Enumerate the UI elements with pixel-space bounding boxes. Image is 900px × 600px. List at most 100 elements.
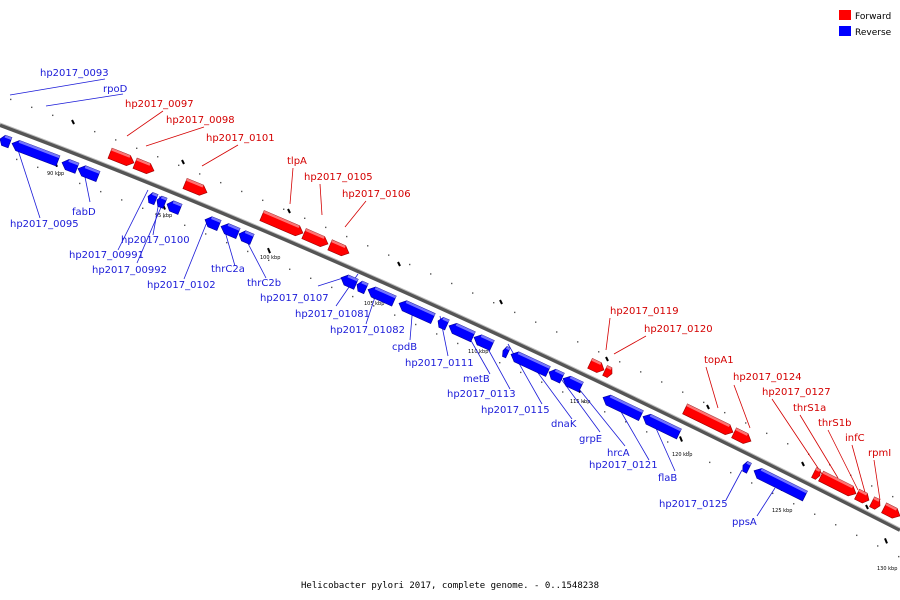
minor-tick-dot	[667, 441, 669, 443]
gene-body	[869, 496, 881, 510]
minor-tick-dot	[751, 482, 753, 484]
minor-tick-dot	[430, 273, 432, 275]
minor-tick-dot	[184, 224, 186, 227]
minor-tick-dot	[241, 190, 243, 193]
label-connector	[733, 384, 751, 429]
minor-tick-dot	[640, 371, 642, 373]
gene-label: hp2017_0111	[405, 358, 474, 369]
gene-label: topA1	[704, 355, 734, 366]
gene-shine	[858, 489, 868, 496]
reverse-gene-arrow	[356, 280, 369, 295]
gene-body	[340, 274, 359, 290]
gene-body	[587, 357, 605, 373]
reverse-gene-arrow	[340, 274, 359, 290]
gene-label: dnaK	[551, 419, 577, 430]
gene-body	[818, 470, 857, 497]
gene-body	[204, 216, 222, 232]
forward-gene-arrow	[869, 496, 881, 510]
minor-tick-dot	[604, 411, 606, 413]
genome-backbone-highlight	[0, 122, 900, 529]
label-connector	[705, 366, 719, 409]
forward-gene-arrow	[818, 470, 857, 497]
forward-gene-arrow	[107, 147, 135, 166]
minor-tick-dot	[310, 277, 312, 279]
minor-tick-dot	[892, 495, 894, 498]
gene-label: hp2017_0097	[125, 99, 194, 110]
minor-tick-dot	[793, 503, 795, 505]
gene-shine	[885, 502, 898, 511]
gene-shine	[735, 427, 749, 436]
minor-tick-dot	[766, 432, 768, 435]
minor-tick-dot	[16, 158, 18, 161]
gene-label: hp2017_0095	[10, 219, 79, 230]
gene-label: thrS1b	[818, 418, 851, 429]
reverse-gene-arrow	[502, 346, 511, 359]
label-connector	[827, 429, 859, 491]
minor-tick-dot	[415, 323, 417, 326]
gene-body	[220, 223, 241, 239]
reverse-gene-arrow	[77, 165, 101, 183]
label-connector	[126, 110, 164, 137]
reverse-gene-arrow	[11, 140, 61, 167]
label-connector	[605, 317, 611, 351]
minor-tick-dot	[541, 381, 543, 383]
reverse-gene-arrow	[0, 134, 13, 149]
gene-body	[327, 239, 350, 257]
minor-tick-dot	[226, 241, 228, 244]
gene-features	[0, 134, 900, 519]
major-tick-mark	[706, 404, 710, 410]
minor-tick-dot	[556, 331, 558, 333]
gene-shine	[331, 239, 346, 249]
gene-label: hp2017_0107	[260, 293, 329, 304]
gene-body	[367, 286, 397, 307]
label-connector	[136, 197, 166, 264]
gene-body	[562, 375, 584, 393]
forward-gene-arrow	[682, 403, 734, 435]
gene-shine	[227, 223, 241, 231]
reverse-gene-arrow	[220, 223, 241, 239]
minor-tick-dot	[247, 250, 249, 253]
minor-tick-dot	[520, 371, 522, 374]
gene-shine	[591, 358, 602, 365]
gene-body	[510, 351, 551, 377]
minor-tick-dot	[52, 114, 54, 117]
label-connector	[289, 167, 294, 205]
reverse-gene-arrow	[510, 351, 551, 377]
gene-shine	[517, 351, 551, 369]
legend-reverse-swatch	[839, 26, 851, 36]
minor-tick-dot	[283, 208, 285, 210]
gene-shine	[815, 467, 821, 472]
minor-tick-dot	[493, 301, 495, 304]
legend: Forward Reverse	[839, 10, 892, 38]
gene-label: hp2017_0127	[762, 387, 831, 398]
gene-shine	[760, 468, 808, 494]
minor-tick-dot	[787, 443, 789, 445]
label-connector	[319, 183, 323, 216]
minor-tick-dot	[205, 233, 207, 235]
forward-gene-arrow	[811, 467, 821, 480]
minor-tick-dot	[31, 106, 33, 109]
major-tick-mark	[287, 208, 291, 214]
reverse-gene-arrow	[367, 286, 397, 307]
gene-label: hp2017_0119	[610, 306, 679, 317]
genome-backbone	[0, 123, 900, 532]
gene-body	[682, 403, 734, 435]
reverse-gene-arrow	[562, 375, 584, 393]
gene-body	[238, 230, 255, 245]
label-connector	[9, 78, 106, 96]
kbp-label: 105 kbp	[364, 301, 384, 307]
gene-body	[147, 192, 159, 206]
minor-tick-dot	[709, 461, 711, 464]
minor-tick-dot	[289, 268, 291, 270]
gene-label: hp2017_0115	[481, 405, 550, 416]
gene-label: hp2017_0101	[206, 133, 275, 144]
minor-tick-dot	[730, 471, 732, 474]
gene-shine	[686, 403, 731, 428]
reverse-gene-arrow	[448, 323, 476, 343]
minor-tick-dot	[37, 166, 39, 169]
gene-label: metB	[463, 374, 490, 385]
label-connector	[317, 277, 344, 287]
gene-shine	[480, 334, 495, 343]
gene-shine	[68, 159, 79, 166]
gene-shine	[211, 216, 222, 223]
